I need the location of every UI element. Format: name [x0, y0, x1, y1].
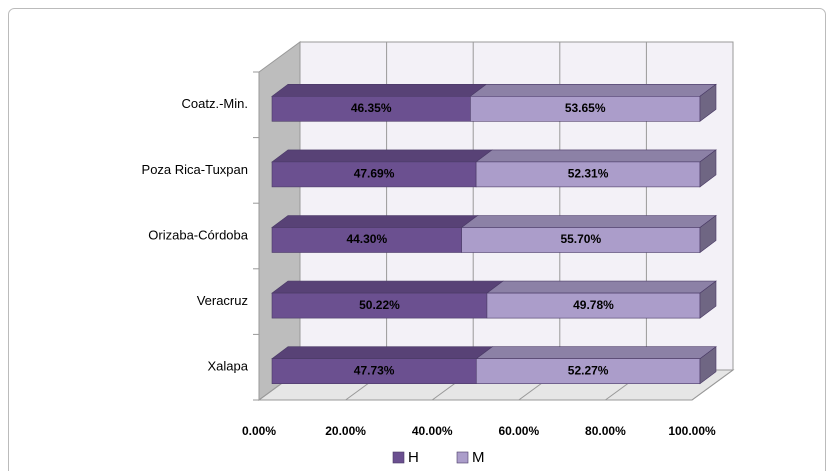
value-label: 46.35%: [351, 101, 392, 115]
legend-swatch: [392, 451, 405, 464]
bar-top: [469, 84, 717, 97]
value-label: 53.65%: [565, 101, 606, 115]
bar: [271, 227, 462, 253]
category-label: Poza Rica-Tuxpan: [142, 162, 248, 177]
legend-label: H: [408, 449, 419, 466]
x-tick-label: 0.00%: [242, 424, 276, 438]
value-label: 47.69%: [354, 167, 395, 181]
bar: [486, 292, 701, 319]
bar: [271, 358, 477, 385]
bar-side: [699, 149, 717, 188]
bar: [470, 96, 701, 122]
category-label: Orizaba-Córdoba: [148, 227, 248, 242]
x-tick-label: 100.00%: [668, 424, 716, 438]
bar-side: [699, 280, 717, 319]
bar: [461, 227, 701, 253]
category-label: Veracruz: [197, 293, 248, 308]
bar-top: [486, 280, 717, 294]
bar-top: [271, 215, 479, 228]
bar-side: [699, 83, 717, 122]
category-label: Coatz.-Min.: [182, 96, 248, 111]
value-label: 50.22%: [359, 298, 400, 312]
legend-label: M: [472, 449, 485, 466]
bar-top: [271, 149, 494, 163]
value-label: 47.73%: [354, 363, 395, 377]
value-label: 55.70%: [560, 232, 601, 246]
bar-top: [460, 215, 717, 228]
bar-side: [699, 214, 717, 254]
bar-side: [699, 346, 717, 385]
value-label: 49.78%: [573, 298, 614, 312]
x-tick-label: 20.00%: [325, 424, 366, 438]
x-tick-label: 40.00%: [412, 424, 453, 438]
bar-top: [475, 149, 717, 163]
bar-top: [271, 84, 488, 97]
bar: [271, 292, 488, 319]
bar-top: [271, 280, 504, 294]
legend-swatch: [456, 451, 469, 464]
category-label: Xalapa: [208, 359, 249, 374]
bar: [271, 161, 477, 188]
x-tick-label: 60.00%: [498, 424, 539, 438]
bar: [271, 96, 471, 122]
x-tick-label: 80.00%: [585, 424, 626, 438]
value-label: 52.27%: [568, 363, 609, 377]
bar-top: [475, 346, 717, 360]
grid-line: [691, 369, 734, 401]
bar-top: [271, 346, 494, 360]
value-label: 44.30%: [346, 232, 387, 246]
value-label: 52.31%: [568, 167, 609, 181]
